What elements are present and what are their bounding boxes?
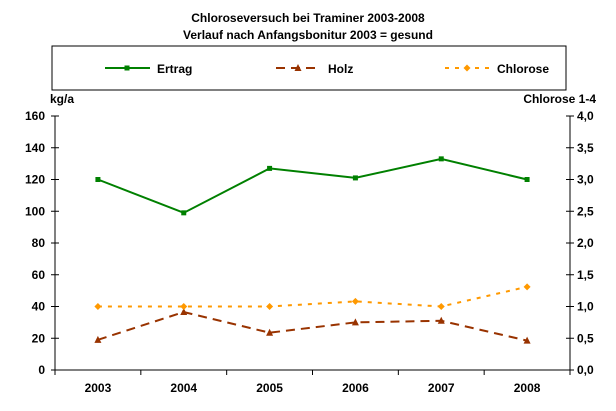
chart-title: Chloroseversuch bei Traminer 2003-2008 [191,11,425,25]
data-point-chlorose [180,303,188,310]
data-point-chlorose [266,303,274,310]
x-tick-label: 2003 [85,381,112,395]
data-point-ertrag [524,177,530,182]
data-point-ertrag [181,210,187,216]
data-point-ertrag [95,177,101,182]
data-point-holz [266,328,274,336]
y-tick-label: 160 [25,109,45,123]
y-tick-label: 20 [32,331,46,345]
y2-tick-label: 0,0 [577,363,594,377]
series-line-holz [97,311,528,342]
y-tick-label: 100 [25,204,45,218]
legend-marker-ertrag [124,65,130,71]
data-point-ertrag [352,175,358,181]
y2-tick-label: 1,0 [577,300,594,314]
y-tick-label: 40 [32,300,46,314]
y2-axis-label: Chlorose 1-4 [523,92,596,106]
series-line-chlorose [97,285,528,308]
data-point-chlorose [94,303,102,310]
x-tick-label: 2004 [170,381,197,395]
data-point-holz [437,316,445,324]
legend-marker-holz [294,64,302,71]
data-point-ertrag [438,156,444,162]
y-tick-label: 60 [32,268,46,282]
data-point-holz [351,318,359,326]
y2-tick-label: 1,5 [577,268,594,282]
data-point-ertrag [267,165,273,171]
chart-subtitle: Verlauf nach Anfangsbonitur 2003 = gesun… [183,28,433,42]
x-tick-label: 2005 [256,381,283,395]
y-tick-label: 0 [38,363,45,377]
x-tick-label: 2006 [342,381,369,395]
x-tick-label: 2008 [514,381,541,395]
y-tick-label: 140 [25,141,45,155]
data-point-holz [523,336,531,344]
y2-tick-label: 2,0 [577,236,594,250]
data-point-chlorose [437,303,445,310]
series-line-ertrag [97,157,528,214]
y2-tick-label: 2,5 [577,204,594,218]
data-point-chlorose [351,297,359,305]
y-tick-label: 120 [25,173,45,187]
data-point-holz [180,308,188,316]
legend-label-chlorose: Chlorose [497,62,549,76]
y2-tick-label: 3,0 [577,173,594,187]
y2-tick-label: 3,5 [577,141,594,155]
x-tick-label: 2007 [428,381,455,395]
y-tick-label: 80 [32,236,46,250]
legend-marker-chlorose [463,64,471,72]
legend-label-ertrag: Ertrag [157,62,192,76]
y2-tick-label: 0,5 [577,331,594,345]
legend-label-holz: Holz [328,62,353,76]
y-axis-label: kg/a [50,92,74,106]
data-point-holz [94,335,102,343]
y2-tick-label: 4,0 [577,109,594,123]
data-point-chlorose [523,283,531,291]
